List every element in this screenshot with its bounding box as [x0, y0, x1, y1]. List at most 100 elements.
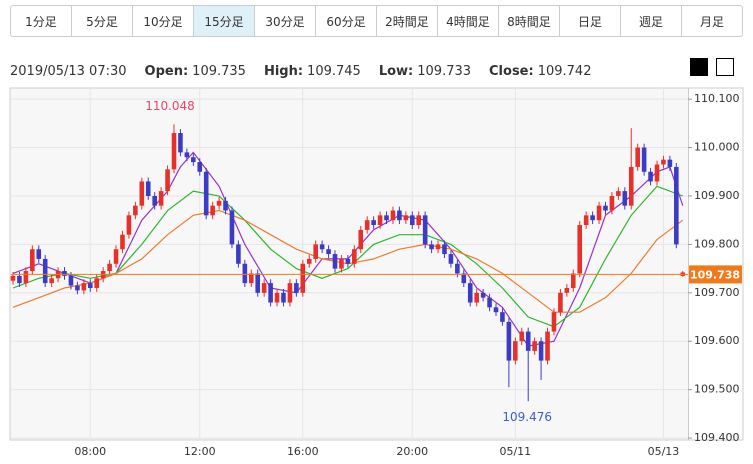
high-value: 109.745 — [307, 64, 361, 79]
candle-body — [229, 210, 235, 245]
candle-body — [525, 331, 531, 351]
candle-body — [300, 263, 306, 293]
theme-dark[interactable] — [690, 58, 708, 76]
candle-body — [667, 159, 673, 167]
current-price-tag — [689, 265, 742, 284]
candle-body — [596, 205, 602, 221]
tab[interactable]: 日足 — [560, 6, 621, 36]
candle-body — [474, 292, 479, 303]
tab[interactable]: 15分足 — [194, 6, 255, 36]
tab[interactable]: 週足 — [621, 6, 682, 36]
candle-body — [62, 271, 67, 276]
x-tick-label: 08:00 — [74, 445, 106, 458]
candle-body — [442, 244, 447, 255]
candle-body — [274, 292, 280, 303]
candle-body — [551, 312, 557, 332]
moving-average-line — [12, 151, 684, 347]
x-tick-label: 12:00 — [184, 445, 216, 458]
candle-body — [448, 254, 454, 264]
open-value: 109.735 — [192, 64, 246, 79]
candle-body — [332, 254, 338, 269]
candle-body — [126, 215, 132, 235]
candle-body — [75, 285, 80, 291]
candle-body — [390, 210, 396, 221]
low-label: Low: — [378, 64, 414, 79]
candle-body — [403, 215, 409, 221]
tab[interactable]: 5分足 — [72, 6, 133, 36]
plot-area — [10, 88, 689, 440]
candle-body — [178, 133, 183, 153]
candle-body — [364, 220, 370, 230]
candle-body — [326, 249, 331, 255]
tab[interactable]: 10分足 — [133, 6, 194, 36]
tab[interactable]: 4時間足 — [438, 6, 499, 36]
tab[interactable]: 30分足 — [255, 6, 316, 36]
candle-body — [680, 272, 686, 276]
candle-body — [139, 181, 145, 206]
candle-body — [94, 278, 100, 288]
candle-body — [538, 341, 544, 361]
candle-body — [23, 271, 29, 284]
candle-body — [377, 215, 383, 226]
candle-body — [223, 200, 228, 211]
chart-frame — [9, 87, 744, 441]
timeframe-tabs: 1分足 5分足 10分足 15分足 30分足 60分足 2時間足 4時間足 8時間足 日足 週足 月足 — [10, 5, 743, 37]
candle-body — [409, 215, 415, 226]
tab[interactable]: 月足 — [699, 14, 724, 29]
candle-body — [467, 283, 473, 303]
candle-body — [635, 147, 640, 167]
tab[interactable]: 60分足 — [316, 6, 377, 36]
candle-body — [248, 273, 254, 284]
high-label: High: — [263, 64, 304, 79]
candle-body — [42, 258, 48, 284]
candle-body — [532, 341, 537, 351]
candle-body — [145, 181, 151, 196]
candle-body — [371, 220, 376, 226]
candle-body — [384, 215, 389, 221]
candle-body — [313, 244, 318, 259]
y-tick-label: 109.500 — [694, 383, 740, 396]
candle-body — [545, 331, 550, 361]
candle-body — [10, 275, 16, 281]
tab[interactable]: 2時間足 — [377, 6, 438, 36]
candle-body — [113, 249, 119, 264]
candle-body — [55, 271, 61, 279]
x-tick-label: 20:00 — [396, 445, 428, 458]
candle-body — [268, 283, 273, 303]
candle-body — [641, 147, 647, 172]
candle-body — [36, 249, 42, 259]
candle-body — [287, 283, 293, 303]
candle-body — [255, 273, 261, 293]
close-value: 109.742 — [537, 64, 592, 79]
candle-body — [281, 292, 286, 303]
candle-body — [184, 152, 190, 158]
close-label: Close: — [489, 64, 534, 79]
low-value: 109.733 — [417, 64, 472, 79]
candle-body — [133, 205, 138, 216]
candle-body — [358, 229, 364, 250]
candle-body — [210, 205, 215, 216]
y-tick-label: 110.000 — [694, 141, 740, 154]
candle-body — [397, 210, 402, 221]
datetime: 2019/05/13 07:30 — [10, 64, 127, 79]
candle-body — [87, 283, 93, 288]
candle-body — [261, 283, 267, 293]
candle-body — [487, 297, 492, 308]
candle-body — [429, 244, 434, 250]
candle-body — [435, 244, 441, 250]
candle-body — [603, 205, 608, 211]
tab[interactable]: 8時間足 — [499, 6, 560, 36]
candle-body — [519, 331, 525, 342]
tab[interactable]: 1分足 — [11, 6, 72, 36]
candle-body — [622, 191, 628, 206]
moving-average-line — [12, 209, 684, 313]
theme-light[interactable] — [716, 58, 734, 76]
candle-body — [455, 263, 460, 274]
candle-body — [616, 191, 621, 196]
candle-body — [81, 283, 87, 291]
candle-body — [590, 215, 595, 221]
candle-body — [609, 195, 615, 211]
candle-body — [558, 292, 563, 313]
candle-body — [216, 200, 222, 206]
